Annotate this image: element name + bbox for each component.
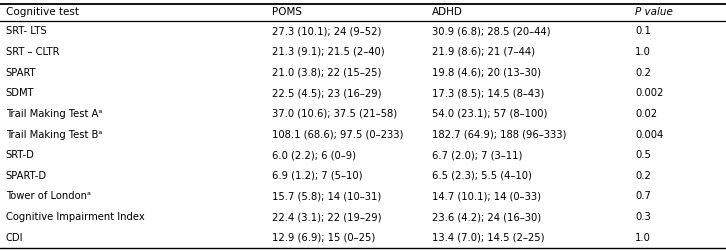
Text: 0.2: 0.2 [635,68,651,78]
Text: 23.6 (4.2); 24 (16–30): 23.6 (4.2); 24 (16–30) [432,212,541,222]
Text: 0.02: 0.02 [635,109,657,119]
Text: 182.7 (64.9); 188 (96–333): 182.7 (64.9); 188 (96–333) [432,130,566,140]
Text: SRT- LTS: SRT- LTS [6,26,46,36]
Text: 6.9 (1.2); 7 (5–10): 6.9 (1.2); 7 (5–10) [272,171,363,181]
Text: 12.9 (6.9); 15 (0–25): 12.9 (6.9); 15 (0–25) [272,233,375,243]
Text: SRT – CLTR: SRT – CLTR [6,47,60,57]
Text: 21.3 (9.1); 21.5 (2–40): 21.3 (9.1); 21.5 (2–40) [272,47,385,57]
Text: 19.8 (4.6); 20 (13–30): 19.8 (4.6); 20 (13–30) [432,68,541,78]
Text: SRT-D: SRT-D [6,150,35,160]
Text: SDMT: SDMT [6,88,34,98]
Text: POMS: POMS [272,8,302,17]
Text: CDI: CDI [6,233,23,243]
Text: 1.0: 1.0 [635,47,651,57]
Text: 37.0 (10.6); 37.5 (21–58): 37.0 (10.6); 37.5 (21–58) [272,109,397,119]
Text: 6.0 (2.2); 6 (0–9): 6.0 (2.2); 6 (0–9) [272,150,356,160]
Text: 22.4 (3.1); 22 (19–29): 22.4 (3.1); 22 (19–29) [272,212,382,222]
Text: 108.1 (68.6); 97.5 (0–233): 108.1 (68.6); 97.5 (0–233) [272,130,404,140]
Text: Cognitive test: Cognitive test [6,8,79,17]
Text: 0.002: 0.002 [635,88,664,98]
Text: P value: P value [635,8,673,17]
Text: 17.3 (8.5); 14.5 (8–43): 17.3 (8.5); 14.5 (8–43) [432,88,544,98]
Text: ADHD: ADHD [432,8,463,17]
Text: 14.7 (10.1); 14 (0–33): 14.7 (10.1); 14 (0–33) [432,192,541,201]
Text: SPART-D: SPART-D [6,171,47,181]
Text: 0.3: 0.3 [635,212,651,222]
Text: Cognitive Impairment Index: Cognitive Impairment Index [6,212,144,222]
Text: 6.7 (2.0); 7 (3–11): 6.7 (2.0); 7 (3–11) [432,150,522,160]
Text: SPART: SPART [6,68,36,78]
Text: Tower of Londonᵃ: Tower of Londonᵃ [6,192,91,201]
Text: 21.0 (3.8); 22 (15–25): 21.0 (3.8); 22 (15–25) [272,68,382,78]
Text: Trail Making Test Bᵃ: Trail Making Test Bᵃ [6,130,102,140]
Text: 15.7 (5.8); 14 (10–31): 15.7 (5.8); 14 (10–31) [272,192,381,201]
Text: 0.7: 0.7 [635,192,651,201]
Text: 21.9 (8.6); 21 (7–44): 21.9 (8.6); 21 (7–44) [432,47,535,57]
Text: Trail Making Test Aᵃ: Trail Making Test Aᵃ [6,109,102,119]
Text: 22.5 (4.5); 23 (16–29): 22.5 (4.5); 23 (16–29) [272,88,382,98]
Text: 0.5: 0.5 [635,150,651,160]
Text: 1.0: 1.0 [635,233,651,243]
Text: 0.004: 0.004 [635,130,664,140]
Text: 0.2: 0.2 [635,171,651,181]
Text: 54.0 (23.1); 57 (8–100): 54.0 (23.1); 57 (8–100) [432,109,547,119]
Text: 30.9 (6.8); 28.5 (20–44): 30.9 (6.8); 28.5 (20–44) [432,26,550,36]
Text: 0.1: 0.1 [635,26,651,36]
Text: 6.5 (2.3); 5.5 (4–10): 6.5 (2.3); 5.5 (4–10) [432,171,532,181]
Text: 13.4 (7.0); 14.5 (2–25): 13.4 (7.0); 14.5 (2–25) [432,233,544,243]
Text: 27.3 (10.1); 24 (9–52): 27.3 (10.1); 24 (9–52) [272,26,382,36]
